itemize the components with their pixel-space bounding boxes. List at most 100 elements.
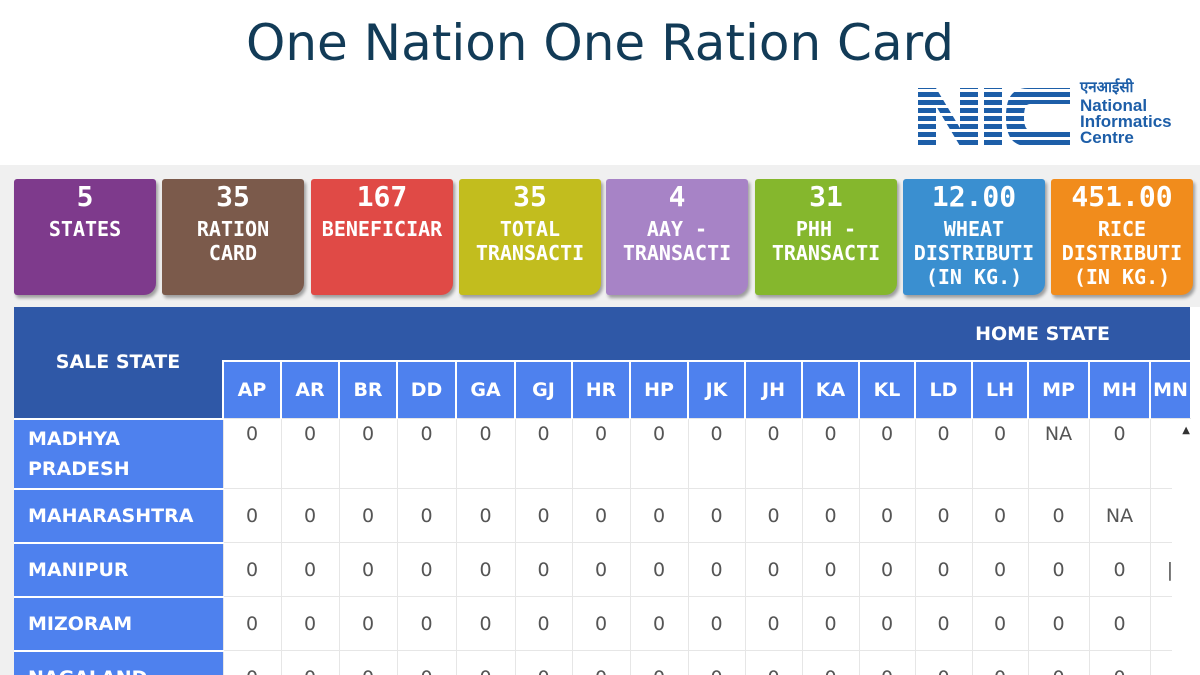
table-cell: 0 [687,650,746,675]
table-cell: 0 [687,542,746,597]
table-cell: 0 [222,542,282,597]
stat-card-wheat-distribution[interactable]: 12.00 WHEAT DISTRIBUTI (IN KG.) [903,179,1045,295]
sale-state-name: MIZORAM [14,595,223,651]
stat-card-phh-transaction[interactable]: 31 PHH - TRANSACTI [755,179,897,295]
stat-cards: 5 STATES 35 RATION CARD 167 BENEFICIAR 3… [0,179,1200,299]
table-cell: 0 [571,418,631,489]
table-cell: 0 [971,596,1029,651]
table-cell: 0 [914,650,973,675]
table-cell: 0 [914,418,973,489]
stat-card-label: STATES [48,217,122,241]
table-cell: 0 [338,596,398,651]
stat-card-aay-transaction[interactable]: 4 AAY - TRANSACTI [606,179,748,295]
table-cell: 0 [744,542,803,597]
table-cell: 0 [858,542,916,597]
table-cell: 0 [858,650,916,675]
stat-card-value: 167 [356,180,408,213]
table-cell: 0 [514,542,573,597]
table-cell: NA [1027,418,1090,489]
table-cell: 0 [338,542,398,597]
column-header-br: BR [338,361,397,419]
table-row[interactable]: NAGALAND0000000000000000 [14,649,1191,675]
stat-card-label: WHEAT DISTRIBUTI (IN KG.) [913,217,1035,289]
table-cell: 0 [396,542,457,597]
column-header-kl: KL [858,361,915,419]
table-cell: 0 [222,650,282,675]
nic-mark-icon [918,88,1070,146]
table-cell: 0 [801,650,860,675]
sale-state-name: MANIPUR [14,541,223,597]
table-cell: 0 [280,596,340,651]
page-title: One Nation One Ration Card [245,14,955,72]
table-cell: 0 [629,650,689,675]
stat-card-label: BENEFICIAR [321,217,443,241]
table-cell: 0 [514,596,573,651]
scroll-up-arrow-icon[interactable]: ▲ [1182,425,1190,436]
stat-card-value: 12.00 [931,180,1017,213]
table-cell: 0 [744,488,803,543]
stat-card-value: 31 [809,180,843,213]
table-cell: 0 [514,418,573,489]
column-header-ka: KA [801,361,859,419]
table-cell: 0 [1088,650,1151,675]
stat-card-ration-card[interactable]: 35 RATION CARD [162,179,304,295]
table-cell: 0 [858,488,916,543]
column-header-dd: DD [396,361,456,419]
sale-state-name: MADHYA PRADESH [14,417,223,489]
table-cell: NA [1088,488,1151,543]
nic-line-1: National [1080,96,1148,115]
page-header: One Nation One Ration Card एनआईसी Nation… [0,0,1200,165]
table-cell: 0 [629,542,689,597]
transaction-table: SALE STATE HOME STATE AP AR BR DD GA GJ … [14,307,1191,675]
nic-line-2: Informatics [1080,112,1172,131]
table-cell: 0 [222,596,282,651]
table-body: MADHYA PRADESH 0 0 0 0 0 0 0 0 0 0 0 0 0 0 NA 0 MAHARASHT… [14,417,1191,675]
table-cell: 0 [455,488,516,543]
table-cell: 0 [1088,596,1151,651]
table-cell: 0 [971,488,1029,543]
stat-card-rice-distribution[interactable]: 451.00 RICE DISTRIBUTI (IN KG.) [1051,179,1193,295]
table-cell: 0 [858,418,916,489]
table-cell: 0 [971,418,1029,489]
table-scrollbar[interactable] [1172,419,1200,675]
table-row[interactable]: MANIPUR 0 0 0 0 0 0 0 0 0 0 0 0 0 0 0 0 | [14,541,1191,597]
nic-wordmark: एनआईसी National Informatics Centre [1080,80,1172,147]
stat-card-label: RATION CARD [196,217,270,265]
table-cell: 0 [280,488,340,543]
column-header-jh: JH [744,361,802,419]
table-row[interactable]: MAHARASHTRA 0 0 0 0 0 0 0 0 0 0 0 0 0 0 0 NA [14,487,1191,543]
table-cell: 0 [1027,650,1090,675]
stat-card-value: 4 [668,180,686,213]
column-header-mh: MH [1088,361,1150,419]
table-cell: 0 [914,488,973,543]
dashboard-content: 5 STATES 35 RATION CARD 167 BENEFICIAR 3… [0,165,1200,675]
table-cell: 0 [338,488,398,543]
table-row[interactable]: MIZORAM 0 0 0 0 0 0 0 0 0 0 0 0 0 0 0 0 [14,595,1191,651]
table-cell: 0 [629,596,689,651]
column-header-ap: AP [222,361,281,419]
table-cell: 0 [744,418,803,489]
table-cell: 0 [914,542,973,597]
table-cell: 0 [455,542,516,597]
table-row[interactable]: MADHYA PRADESH 0 0 0 0 0 0 0 0 0 0 0 0 0 0 NA 0 [14,417,1191,489]
stat-card-value: 5 [76,180,94,213]
table-cell: 0 [338,418,398,489]
table-cell: 0 [455,418,516,489]
stat-card-beneficiary[interactable]: 167 BENEFICIAR [311,179,453,295]
sale-state-header: SALE STATE [14,307,223,419]
column-header-hr: HR [571,361,630,419]
table-cell: 0 [280,418,340,489]
table-cell: 0 [744,650,803,675]
stat-card-states[interactable]: 5 STATES [14,179,156,295]
table-cell: 0 [280,650,340,675]
stat-card-total-transaction[interactable]: 35 TOTAL TRANSACTI [459,179,601,295]
column-header-hp: HP [629,361,688,419]
table-cell: 0 [514,488,573,543]
table-cell: 0 [801,418,860,489]
table-cell: 0 [801,488,860,543]
table-cell: 0 [914,596,973,651]
column-header-ga: GA [455,361,515,419]
column-header-ar: AR [280,361,339,419]
table-cell: 0 [744,596,803,651]
column-header-jk: JK [687,361,745,419]
